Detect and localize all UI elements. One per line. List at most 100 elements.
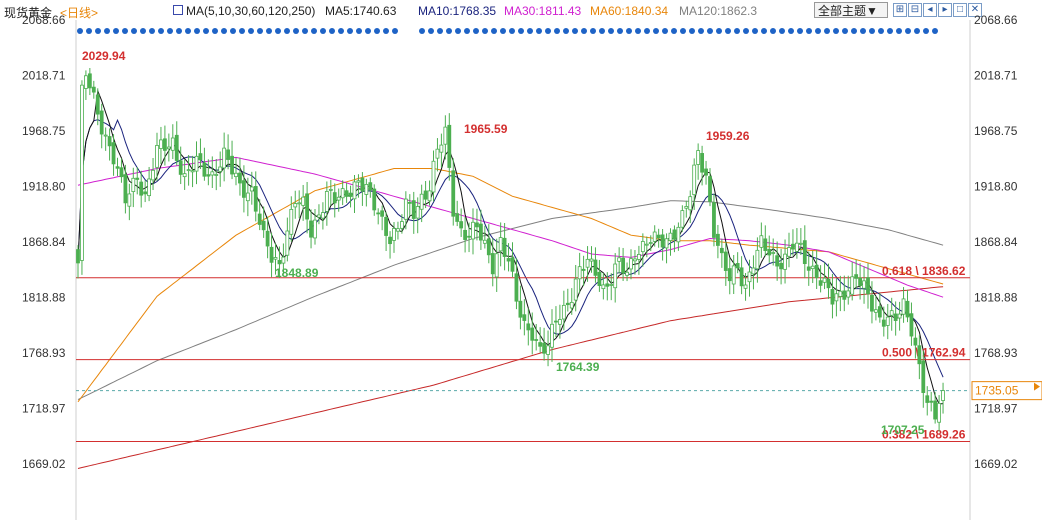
candle-down <box>893 313 898 321</box>
event-marker-icon <box>194 28 200 34</box>
candle-up <box>589 258 594 262</box>
zoom-in-icon[interactable]: ⊞ <box>893 3 907 17</box>
event-marker-icon <box>662 28 668 34</box>
ma5-line <box>77 89 944 405</box>
candle-down <box>779 262 783 270</box>
candle-down <box>806 266 811 271</box>
candle-down <box>656 234 661 239</box>
last-price-arrow-icon <box>1034 382 1040 391</box>
y-tick-label-right: 1718.97 <box>974 402 1018 416</box>
y-tick-label-right: 1768.93 <box>974 346 1018 360</box>
ma60-value: MA60:1840.34 <box>590 4 669 18</box>
candle-down <box>135 177 140 180</box>
candle-down <box>198 153 203 161</box>
candle-up <box>573 278 578 301</box>
zoom-out-icon[interactable]: ⊟ <box>908 3 922 17</box>
event-marker-icon <box>293 28 299 34</box>
candle-down <box>802 240 807 265</box>
candle-up <box>301 196 306 206</box>
event-marker-icon <box>932 28 938 34</box>
candle-up <box>577 266 582 280</box>
candle-up <box>320 212 325 219</box>
event-marker-icon <box>869 28 875 34</box>
candle-down <box>388 236 392 245</box>
candle-up <box>186 169 191 172</box>
candle-up <box>798 242 803 245</box>
y-tick-label-left: 1818.88 <box>22 291 66 305</box>
candle-up <box>901 298 906 315</box>
candle-down <box>534 339 539 341</box>
candle-down <box>716 233 720 246</box>
candle-down <box>423 190 428 200</box>
candle-up <box>692 164 697 196</box>
candle-down <box>348 192 353 197</box>
candle-down <box>621 257 625 274</box>
candle-up <box>862 280 866 289</box>
candle-up <box>834 293 839 302</box>
candle-down <box>704 168 708 176</box>
candle-up <box>443 126 448 145</box>
event-marker-icon <box>554 28 560 34</box>
theme-select[interactable]: 全部主题▼ <box>814 2 888 18</box>
event-marker-icon <box>167 28 173 34</box>
event-marker-icon <box>329 28 335 34</box>
scroll-left-icon[interactable]: ◂ <box>923 3 937 17</box>
candle-down <box>909 313 914 337</box>
candle-down <box>719 247 724 254</box>
event-marker-icon <box>338 28 344 34</box>
fib-level-label: 0.382 \ 1689.26 <box>882 428 966 442</box>
ma-params[interactable]: MA(5,10,30,60,120,250) <box>186 4 316 18</box>
maximize-icon[interactable]: □ <box>953 3 967 17</box>
period-label[interactable]: <日线> <box>60 6 99 20</box>
event-marker-icon <box>743 28 749 34</box>
candle-up <box>340 188 345 199</box>
candle-down <box>913 337 918 346</box>
event-marker-icon <box>707 28 713 34</box>
candle-up <box>147 178 152 197</box>
candle-up <box>668 232 673 241</box>
candle-down <box>854 274 859 279</box>
candle-up <box>328 188 333 191</box>
candle-down <box>870 294 874 312</box>
candle-down <box>660 234 665 248</box>
candle-down <box>814 264 819 279</box>
candle-up <box>210 171 215 176</box>
event-marker-icon <box>842 28 848 34</box>
candle-up <box>392 228 396 241</box>
candle-down <box>411 200 416 219</box>
scroll-right-icon[interactable]: ▸ <box>938 3 952 17</box>
y-tick-label-left: 1718.97 <box>22 402 66 416</box>
y-tick-label-right: 1818.88 <box>974 291 1018 305</box>
ma120-value: MA120:1862.3 <box>679 4 758 18</box>
event-marker-icon <box>833 28 839 34</box>
candle-up <box>289 209 294 235</box>
candle-up <box>783 253 787 270</box>
candle-up <box>558 319 562 325</box>
candle-up <box>482 239 487 244</box>
candle-down <box>877 306 882 318</box>
candle-down <box>76 249 80 264</box>
candle-down <box>87 73 92 89</box>
candle-down <box>866 277 870 295</box>
candle-up <box>795 242 799 252</box>
event-marker-icon <box>572 28 578 34</box>
candle-up <box>190 170 195 173</box>
candle-up <box>676 226 681 243</box>
event-marker-icon <box>851 28 857 34</box>
candle-down <box>593 259 598 276</box>
event-marker-icon <box>347 28 353 34</box>
candle-up <box>170 137 175 151</box>
candle-down <box>538 342 543 347</box>
symbol-label[interactable]: 现货黄金 <box>4 6 53 20</box>
event-marker-icon <box>770 28 776 34</box>
event-marker-icon <box>77 28 83 34</box>
candle-up <box>103 134 108 137</box>
close-icon[interactable]: ✕ <box>968 3 982 17</box>
candle-up <box>297 202 302 205</box>
indicator-icon[interactable] <box>173 5 183 15</box>
candle-up <box>435 148 440 159</box>
event-marker-icon <box>428 28 434 34</box>
candle-up <box>640 241 645 253</box>
candle-up <box>561 304 566 320</box>
